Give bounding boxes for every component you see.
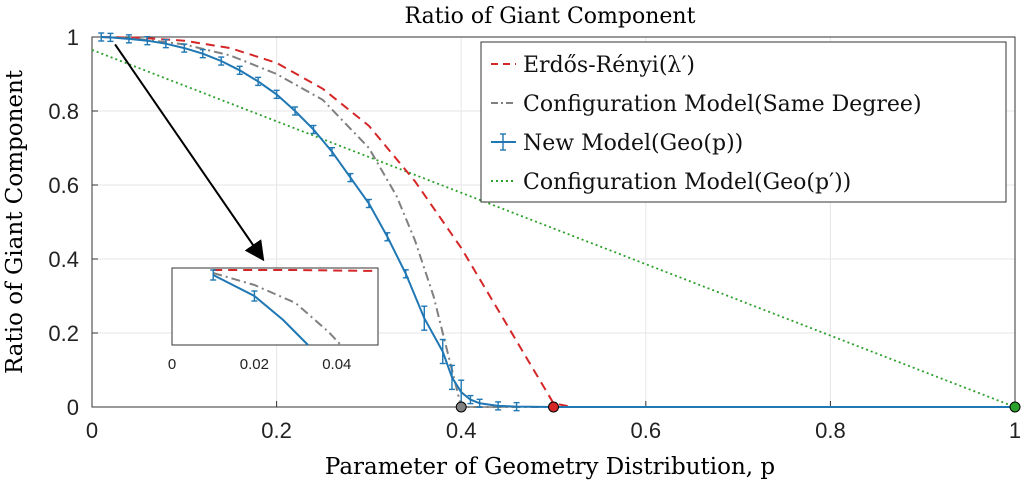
legend-label: Configuration Model(Same Degree) xyxy=(523,92,922,117)
chart-title: Ratio of Giant Component xyxy=(405,4,696,29)
inset-tick-label: 0 xyxy=(168,356,176,373)
zoom-arrow-line xyxy=(114,43,265,262)
inset-series-line xyxy=(212,272,342,346)
x-tick-label: 0.6 xyxy=(631,418,662,443)
x-tick-label: 1 xyxy=(1009,418,1021,443)
endpoint-marker xyxy=(1009,401,1021,413)
y-tick-label: 0 xyxy=(67,395,79,420)
legend-box xyxy=(480,41,1007,203)
y-tick-label: 0.6 xyxy=(48,173,79,198)
x-tick-label: 0 xyxy=(86,418,98,443)
y-tick-label: 0.2 xyxy=(48,321,79,346)
x-tick-label: 0.4 xyxy=(446,418,477,443)
inset-series-line xyxy=(212,274,309,346)
y-tick-label: 1 xyxy=(67,25,79,50)
inset-tick-label: 0.04 xyxy=(322,356,351,373)
x-axis-label: Parameter of Geometry Distribution, p xyxy=(325,454,775,480)
legend: Erdős-Rényi(λ′) Configuration Model(Same … xyxy=(480,41,1007,203)
legend-label: Erdős-Rényi(λ′) xyxy=(523,53,695,78)
inset-tick-label: 0.02 xyxy=(240,356,269,373)
inset-plot: 0 0.02 0.04 xyxy=(168,267,379,373)
zoom-arrow xyxy=(114,43,265,262)
inset-series-line xyxy=(213,269,379,272)
series-line xyxy=(101,36,1015,408)
endpoint-marker xyxy=(455,401,467,413)
x-tick-label: 0.8 xyxy=(815,418,846,443)
legend-label: New Model(Geo(p)) xyxy=(523,131,743,156)
legend-label: Configuration Model(Geo(p′)) xyxy=(523,170,851,195)
x-tick-label: 0.2 xyxy=(261,418,292,443)
inset-frame xyxy=(171,267,379,346)
y-axis-label: Ratio of Giant Component xyxy=(2,69,28,374)
y-tick-label: 0.8 xyxy=(48,99,79,124)
endpoint-marker xyxy=(548,401,559,413)
y-tick-label: 0.4 xyxy=(48,247,79,272)
